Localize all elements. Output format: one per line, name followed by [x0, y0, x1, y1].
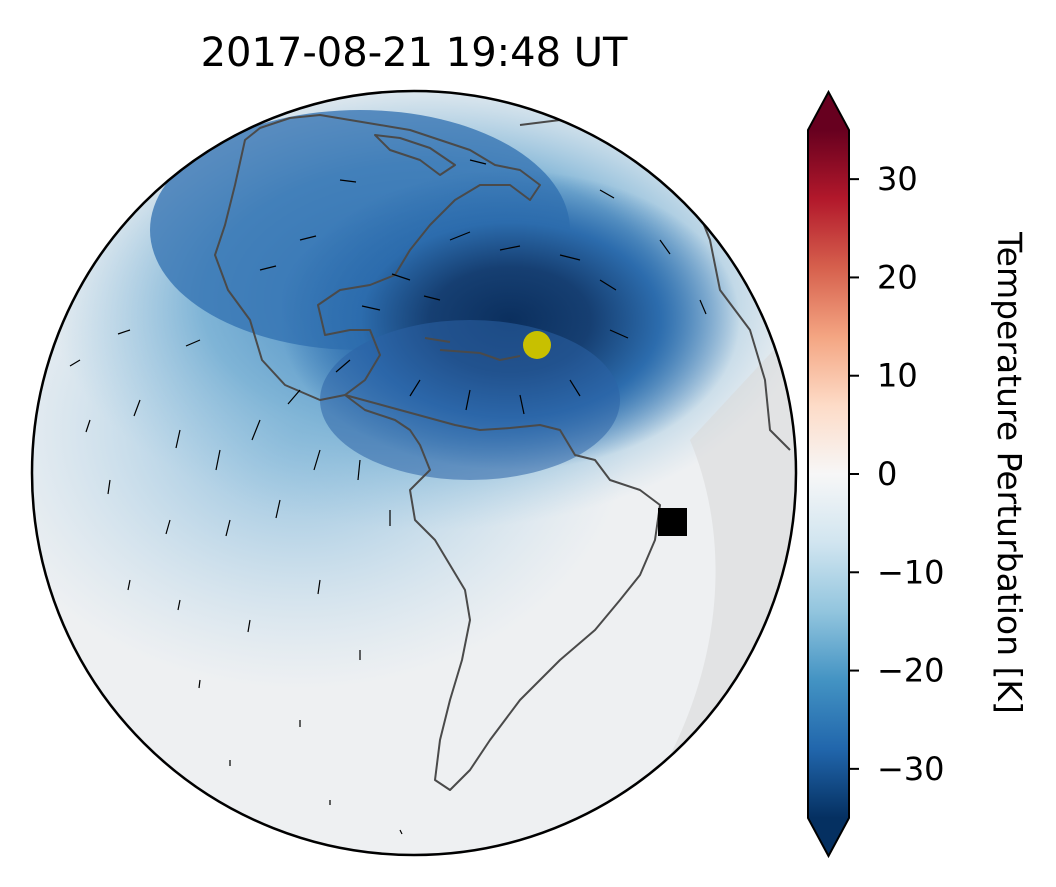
colorbar-tick-label: −20: [877, 652, 945, 690]
colorbar-tick-label: 30: [877, 160, 918, 198]
colorbar-outline: [807, 89, 850, 859]
colorbar-tick-label: −10: [877, 553, 945, 591]
globe: [32, 91, 796, 855]
perturbation-field-south: [320, 320, 620, 480]
colorbar-gradient: [808, 130, 849, 818]
colorbar-ticks: 30 20 10 0 −10 −20 −30: [849, 160, 945, 788]
colorbar-tick-label: 20: [877, 258, 918, 296]
wind-vectors: [69, 159, 707, 835]
station-marker: [658, 508, 687, 536]
colorbar: 30 20 10 0 −10 −20 −30 Temperature Perturbatio…: [807, 89, 1029, 859]
colorbar-tick-label: 0: [877, 455, 897, 493]
globe-outline: [30, 89, 798, 857]
colorbar-label: Temperature Perturbation [K]: [990, 231, 1029, 714]
map-title: 2017-08-21 19:48 UT: [201, 30, 628, 76]
colorbar-tick-label: 10: [877, 357, 918, 395]
colorbar-extend-min: [808, 818, 849, 856]
subsolar-point-marker: [523, 331, 551, 359]
colorbar-extend-max: [808, 92, 849, 130]
colorbar-tick-label: −30: [877, 750, 945, 788]
